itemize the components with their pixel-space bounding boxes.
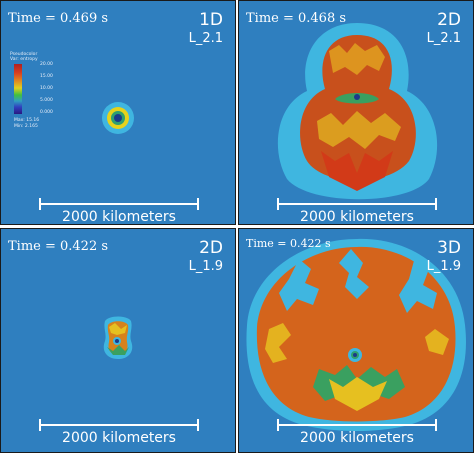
simulation-image-1d bbox=[102, 102, 134, 134]
run-label: L_1.9 bbox=[426, 259, 461, 274]
dimension-label: 1D bbox=[199, 10, 223, 30]
run-label: L_1.9 bbox=[188, 259, 223, 274]
scale-bar bbox=[277, 419, 437, 431]
time-label: Time = 0.469 s bbox=[8, 11, 109, 26]
simulation-image-3d-l19 bbox=[246, 238, 466, 431]
legend-min: Min: 2.165 bbox=[14, 124, 38, 129]
legend-colorbar bbox=[14, 64, 22, 114]
dimension-label: 2D bbox=[437, 10, 461, 30]
legend-tick: 10.00 bbox=[40, 86, 53, 91]
panel-2d-l21: Time = 0.468 s 2D L_2.1 2000 kilometers bbox=[238, 0, 474, 225]
scale-label: 2000 kilometers bbox=[62, 209, 176, 225]
simulation-image-2d-l19 bbox=[103, 316, 133, 359]
legend-tick: 20.00 bbox=[40, 62, 53, 67]
legend-tick: 5.000 bbox=[40, 98, 53, 103]
panel-3d-l19: Time = 0.422 s 3D L_1.9 2000 kilometers bbox=[238, 228, 474, 453]
scale-label: 2000 kilometers bbox=[300, 209, 414, 225]
time-label: Time = 0.468 s bbox=[246, 11, 347, 26]
scale-bar bbox=[39, 198, 199, 210]
legend-variable: Var: entropy bbox=[10, 57, 38, 62]
run-label: L_2.1 bbox=[188, 31, 223, 46]
run-label: L_2.1 bbox=[426, 31, 461, 46]
scale-label: 2000 kilometers bbox=[62, 430, 176, 446]
scale-bar bbox=[39, 419, 199, 431]
color-legend: Pseudocolor Var: entropy 20.00 15.00 10.… bbox=[10, 52, 70, 132]
simulation-image-2d-l21 bbox=[277, 23, 438, 200]
panel-1d: Time = 0.469 s 1D L_2.1 Pseudocolor Var:… bbox=[0, 0, 236, 225]
scale-bar bbox=[277, 198, 437, 210]
time-label: Time = 0.422 s bbox=[246, 237, 331, 250]
scale-label: 2000 kilometers bbox=[300, 430, 414, 446]
legend-max: Max: 15.16 bbox=[14, 118, 40, 123]
panel-2d-l19: Time = 0.422 s 2D L_1.9 2000 kilometers bbox=[0, 228, 236, 453]
time-label: Time = 0.422 s bbox=[8, 239, 109, 254]
legend-tick: 15.00 bbox=[40, 74, 53, 79]
legend-tick: 0.000 bbox=[40, 110, 53, 115]
dimension-label: 3D bbox=[437, 238, 461, 258]
dimension-label: 2D bbox=[199, 238, 223, 258]
legend-title: Pseudocolor bbox=[10, 52, 38, 57]
